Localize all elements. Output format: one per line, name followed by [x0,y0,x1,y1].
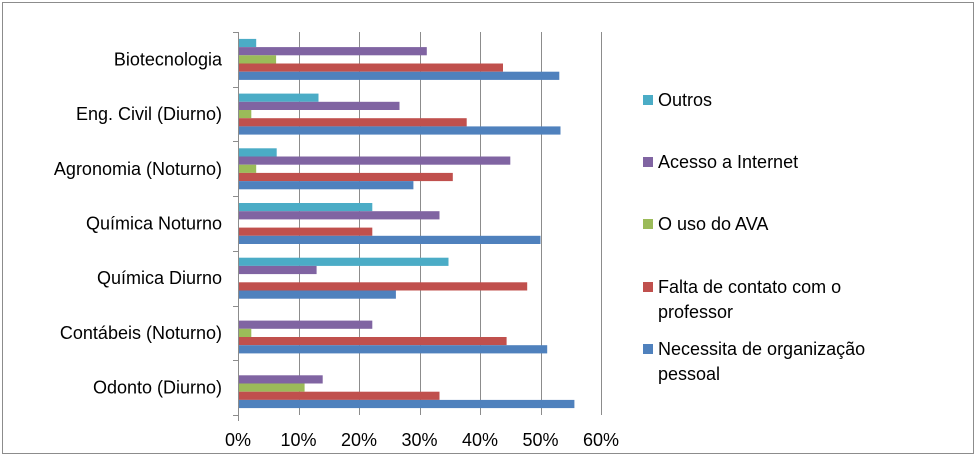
bar-outros [239,257,449,266]
bar-acesso-a-internet [239,211,440,220]
bar-outros [239,203,373,212]
bar-necessita-de-organiza-o-pessoal [239,181,414,190]
category-label: Química Diurno [97,268,222,288]
bar-falta-de-contato-com-o-professor [239,172,453,182]
bar-falta-de-contato-com-o-professor [239,227,373,236]
legend-label: Outros [658,90,712,110]
category-label: Química Noturno [86,214,222,234]
x-tick-label: 20% [341,430,377,450]
bar-o-uso-do-ava [239,328,252,337]
legend-label-line: O uso do AVA [658,214,768,234]
bar-necessita-de-organiza-o-pessoal [239,126,561,135]
legend-label: Acesso a Internet [658,152,798,172]
bar-falta-de-contato-com-o-professor [239,282,528,291]
legend-label: Falta de contato com o professor [658,277,841,322]
x-tick-label: 30% [401,430,437,450]
category-label: Odonto (Diurno) [93,378,222,398]
bar-acesso-a-internet [239,47,427,56]
bar-necessita-de-organiza-o-pessoal [239,290,396,299]
bar-necessita-de-organiza-o-pessoal [239,399,575,409]
legend-label-line: Necessita de organização [658,339,865,359]
bar-falta-de-contato-com-o-professor [239,63,503,72]
legend-label-line: Outros [658,90,712,110]
bar-acesso-a-internet [239,375,323,384]
bar-o-uso-do-ava [239,383,305,392]
bar-acesso-a-internet [239,265,317,275]
bar-falta-de-contato-com-o-professor [239,118,467,127]
category-label: Biotecnologia [114,49,223,69]
bar-falta-de-contato-com-o-professor [239,337,507,346]
x-tick-label: 10% [280,430,316,450]
bar-outros [239,38,257,48]
bar-o-uso-do-ava [239,55,277,64]
legend-label-line: professor [658,302,733,322]
legend-label: O uso do AVA [658,214,768,234]
legend-swatch [643,344,653,354]
x-tick-label: 60% [583,430,619,450]
bar-necessita-de-organiza-o-pessoal [239,235,541,244]
bar-acesso-a-internet [239,101,400,110]
bar-outros [239,148,277,157]
x-tick-label: 50% [522,430,558,450]
bar-outros [239,93,319,102]
legend-swatch [643,219,653,229]
category-label: Eng. Civil (Diurno) [76,104,222,124]
legend-swatch [643,157,653,167]
legend-swatch [643,282,653,292]
bar-o-uso-do-ava [239,110,252,119]
bar-necessita-de-organiza-o-pessoal [239,345,548,354]
legend-label-line: Falta de contato com o [658,277,841,297]
bar-necessita-de-organiza-o-pessoal [239,71,560,80]
x-tick-label: 40% [462,430,498,450]
bar-o-uso-do-ava [239,164,257,173]
bar-acesso-a-internet [239,320,373,329]
bar-falta-de-contato-com-o-professor [239,391,440,400]
bar-chart: Biotecnologia Eng. Civil (Diurno) Agronomi… [54,32,865,450]
legend-label-line: pessoal [658,364,720,384]
bar-acesso-a-internet [239,156,511,165]
legend-label: Necessita de organização pessoal [658,339,865,384]
legend-swatch [643,95,653,105]
legend-label-line: Acesso a Internet [658,152,798,172]
category-label: Agronomia (Noturno) [54,159,222,179]
x-tick-label: 0% [225,430,251,450]
category-label: Contábeis (Noturno) [60,323,222,343]
chart-frame: Biotecnologia Eng. Civil (Diurno) Agronomi… [2,2,974,454]
